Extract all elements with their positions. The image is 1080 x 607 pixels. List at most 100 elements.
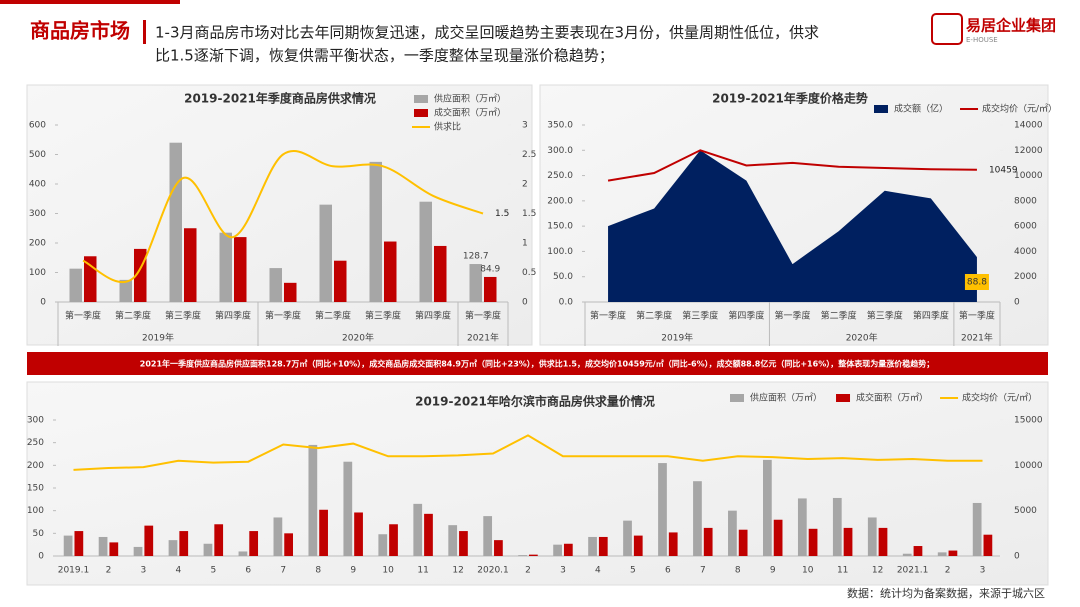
bar	[119, 279, 132, 302]
y2-tick-label: 2000	[1014, 272, 1037, 282]
y2-tick-label: 0	[522, 298, 528, 308]
y2-tick-label: 3	[522, 121, 528, 131]
x-tick-label: 第一季度	[465, 310, 501, 322]
x-tick-label: 4	[595, 566, 601, 576]
line	[73, 434, 983, 471]
x-tick-label: 11	[837, 566, 848, 576]
legend-label: 供求比	[434, 121, 461, 133]
x-tick-label: 5	[210, 566, 216, 576]
y-tick-label: 400	[29, 180, 46, 190]
y-tick-label: 0	[38, 552, 44, 562]
y-tick-label: 350.0	[547, 121, 573, 131]
x-tick-label: 2	[525, 566, 531, 576]
bar	[588, 536, 597, 556]
bar	[179, 531, 189, 556]
bar	[693, 481, 702, 556]
legend-label: 成交面积（万㎡）	[856, 392, 928, 404]
x-tick-label: 8	[315, 566, 321, 576]
bar	[319, 204, 332, 302]
x-tick-label: 12	[452, 566, 463, 576]
y-tick-label: 200	[27, 461, 44, 471]
y2-tick-label: 15000	[1014, 416, 1043, 426]
bar	[343, 461, 353, 556]
bar	[133, 546, 143, 556]
data-label: 84.9	[480, 264, 500, 274]
group-label: 2019年	[661, 332, 693, 344]
bar	[797, 498, 807, 556]
y2-tick-label: 6000	[1014, 222, 1037, 232]
bar	[234, 237, 247, 302]
y-tick-label: 200	[29, 239, 46, 249]
bar	[98, 536, 108, 556]
legend-label: 成交均价（元/㎡）	[962, 392, 1037, 404]
chart-title: 2019-2021年季度商品房供求情况	[184, 91, 376, 106]
top-bar	[0, 0, 180, 4]
bar	[518, 555, 527, 556]
logo-mark	[931, 13, 963, 45]
bar	[168, 540, 178, 556]
y2-tick-label: 5000	[1014, 506, 1037, 516]
x-tick-label: 第一季度	[65, 310, 101, 322]
bar	[69, 268, 82, 302]
bar	[384, 241, 397, 302]
bar	[913, 546, 923, 556]
subtitle: 比1.5逐渐下调，恢复供需平衡状态，一季度整体呈现量涨价稳趋势；	[155, 47, 614, 65]
bar	[413, 503, 423, 556]
x-tick-label: 第二季度	[636, 310, 672, 322]
bar	[273, 517, 283, 556]
bar	[983, 534, 993, 556]
line	[607, 149, 977, 182]
y2-tick-label: 0.5	[522, 268, 536, 278]
banner-text: 2021年一季度供应商品房供应面积128.7万㎡（同比+10%），成交商品房成交…	[140, 359, 934, 370]
x-tick-label: 第一季度	[265, 310, 301, 322]
y2-tick-label: 8000	[1014, 196, 1037, 206]
data-label-box	[964, 274, 989, 290]
y-tick-label: 300.0	[547, 146, 573, 156]
y-tick-label: 150.0	[547, 222, 573, 232]
y-tick-label: 600	[29, 121, 46, 131]
bar	[483, 516, 493, 556]
bar	[484, 276, 497, 302]
bar	[808, 528, 818, 556]
y2-tick-label: 0	[1014, 552, 1020, 562]
data-label: 88.8	[967, 278, 987, 288]
y-tick-label: 250.0	[547, 171, 573, 181]
y2-tick-label: 1	[522, 239, 528, 249]
y-tick-label: 50	[33, 529, 45, 539]
x-tick-label: 10	[382, 566, 394, 576]
footer: 数据：统计均为备案数据，来源于城六区	[847, 586, 1045, 600]
x-tick-label: 8	[735, 566, 741, 576]
data-label: 10459	[989, 165, 1018, 175]
chart-title: 2019-2021年哈尔滨市商品房供求量价情况	[415, 394, 655, 409]
x-tick-label: 第四季度	[415, 310, 451, 322]
bar	[902, 553, 912, 556]
x-tick-label: 第一季度	[774, 310, 810, 322]
y2-tick-label: 10000	[1014, 171, 1043, 181]
y-tick-label: 150	[27, 484, 44, 494]
bar	[878, 527, 888, 556]
bar	[424, 513, 433, 556]
bar	[249, 531, 259, 556]
legend-label: 成交面积（万㎡）	[434, 107, 506, 119]
x-tick-label: 9	[350, 566, 356, 576]
bar	[773, 519, 783, 556]
bar	[529, 554, 538, 556]
bar	[434, 245, 447, 302]
panel	[539, 84, 1049, 346]
bar	[369, 161, 382, 302]
x-tick-label: 7	[700, 566, 706, 576]
bar	[284, 282, 297, 302]
bar	[389, 524, 398, 556]
bar	[378, 534, 388, 556]
x-tick-label: 第四季度	[913, 310, 949, 322]
bar	[972, 502, 982, 556]
bar	[494, 540, 503, 556]
x-tick-label: 第三季度	[165, 310, 201, 322]
legend-swatch	[874, 105, 888, 113]
y2-tick-label: 2	[522, 180, 528, 190]
y2-tick-label: 0	[1014, 298, 1020, 308]
bar	[459, 531, 468, 556]
bar	[738, 529, 748, 556]
bar	[832, 497, 842, 556]
x-tick-label: 第三季度	[867, 310, 903, 322]
